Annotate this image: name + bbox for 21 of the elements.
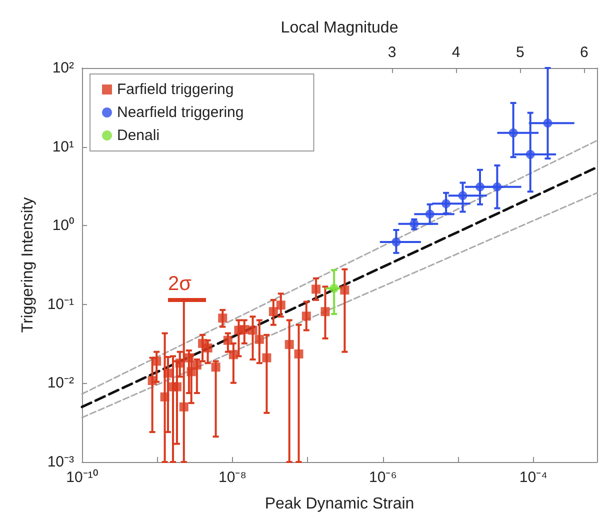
- y-axis-title: Triggering Intensity: [20, 197, 36, 333]
- y-tick-label: 10⁻¹: [47, 296, 74, 313]
- x2-tick-label: 3: [388, 44, 396, 61]
- x-tick-label: 10⁻⁸: [218, 469, 246, 486]
- y-tick-label: 10²: [52, 60, 74, 76]
- y-tick-label: 10⁻²: [47, 374, 74, 392]
- legend-label: Nearfield triggering: [117, 104, 244, 121]
- x-axis-title: Peak Dynamic Strain: [264, 496, 414, 512]
- y-tick-label: 10¹: [52, 138, 74, 156]
- annotation: 2σ: [168, 273, 192, 295]
- x-tick-label: 10⁻⁶: [369, 469, 397, 486]
- x2-tick-label: 5: [516, 44, 524, 61]
- y-tick-label: 10⁰: [52, 217, 74, 234]
- x2-axis-title: Local Magnitude: [280, 20, 398, 36]
- y-tick-label: 10⁻³: [47, 454, 74, 470]
- x-tick-label: 10⁻⁴: [519, 469, 548, 486]
- x2-tick-label: 6: [580, 44, 588, 61]
- x-tick-label: 10⁻¹⁰: [66, 469, 98, 486]
- x2-tick-label: 4: [452, 44, 460, 61]
- legend-label: Denali: [117, 127, 160, 144]
- legend-label: Farfield triggering: [117, 81, 234, 98]
